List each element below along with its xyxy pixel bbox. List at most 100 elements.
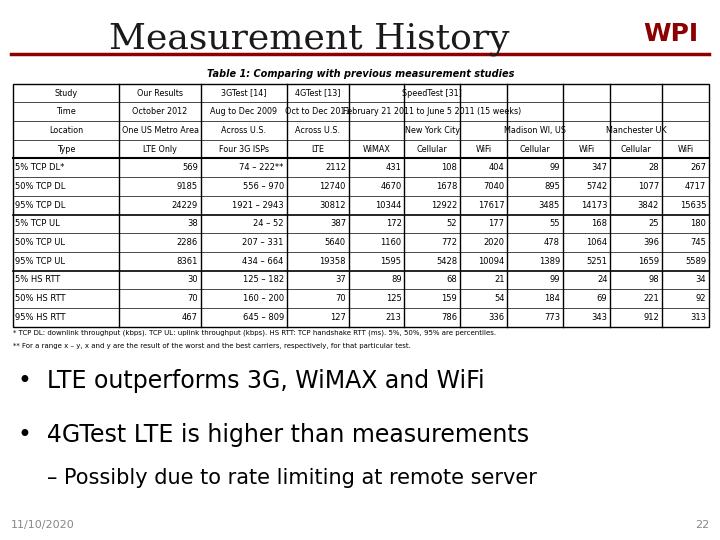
Text: 9185: 9185 — [177, 182, 198, 191]
Text: Study: Study — [55, 89, 78, 98]
Text: 434 – 664: 434 – 664 — [243, 257, 284, 266]
Text: WPI: WPI — [643, 22, 698, 45]
Text: 50% TCP DL: 50% TCP DL — [15, 182, 66, 191]
Text: 24: 24 — [597, 275, 608, 285]
Text: 10344: 10344 — [375, 201, 402, 210]
Text: 467: 467 — [182, 313, 198, 322]
Text: 177: 177 — [488, 219, 505, 228]
Text: 28: 28 — [648, 163, 659, 172]
Text: Our Results: Our Results — [137, 89, 183, 98]
Text: 404: 404 — [489, 163, 505, 172]
Text: 37: 37 — [336, 275, 346, 285]
Text: 645 – 809: 645 – 809 — [243, 313, 284, 322]
Text: Four 3G ISPs: Four 3G ISPs — [219, 145, 269, 153]
Text: 1077: 1077 — [638, 182, 659, 191]
Text: 74 – 222**: 74 – 222** — [240, 163, 284, 172]
Text: 11/10/2020: 11/10/2020 — [11, 520, 75, 530]
Text: October 2012: October 2012 — [132, 107, 188, 116]
Text: Manchester UK: Manchester UK — [606, 126, 667, 135]
Text: Across U.S.: Across U.S. — [295, 126, 341, 135]
Text: 125 – 182: 125 – 182 — [243, 275, 284, 285]
Text: 15635: 15635 — [680, 201, 706, 210]
Text: 95% HS RTT: 95% HS RTT — [15, 313, 66, 322]
Text: Aug to Dec 2009: Aug to Dec 2009 — [210, 107, 277, 116]
Text: 4670: 4670 — [380, 182, 402, 191]
Text: Cellular: Cellular — [417, 145, 448, 153]
Text: 772: 772 — [441, 238, 457, 247]
Text: 14173: 14173 — [581, 201, 608, 210]
Text: 1659: 1659 — [638, 257, 659, 266]
Text: 69: 69 — [597, 294, 608, 303]
Text: WiMAX: WiMAX — [363, 145, 390, 153]
Text: 12740: 12740 — [320, 182, 346, 191]
Text: 30812: 30812 — [320, 201, 346, 210]
Text: 168: 168 — [591, 219, 608, 228]
Text: 207 – 331: 207 – 331 — [243, 238, 284, 247]
Text: 431: 431 — [386, 163, 402, 172]
Text: 25: 25 — [649, 219, 659, 228]
Text: 180: 180 — [690, 219, 706, 228]
Text: New York City: New York City — [405, 126, 459, 135]
Text: 160 – 200: 160 – 200 — [243, 294, 284, 303]
Text: 127: 127 — [330, 313, 346, 322]
Text: 5% TCP DL*: 5% TCP DL* — [15, 163, 65, 172]
Text: ** For a range x – y, x and y are the result of the worst and the best carriers,: ** For a range x – y, x and y are the re… — [13, 343, 411, 349]
Text: 5589: 5589 — [685, 257, 706, 266]
Text: 22: 22 — [695, 520, 709, 530]
Text: Oct to Dec 2011: Oct to Dec 2011 — [285, 107, 351, 116]
Text: 34: 34 — [696, 275, 706, 285]
Text: Location: Location — [49, 126, 83, 135]
Text: Cellular: Cellular — [621, 145, 652, 153]
Text: 38: 38 — [187, 219, 198, 228]
Text: 12922: 12922 — [431, 201, 457, 210]
Text: February 21 2011 to June 5 2011 (15 weeks): February 21 2011 to June 5 2011 (15 week… — [343, 107, 521, 116]
Text: 569: 569 — [182, 163, 198, 172]
Text: 1595: 1595 — [380, 257, 402, 266]
Text: 3GTest [14]: 3GTest [14] — [221, 89, 266, 98]
Text: 55: 55 — [549, 219, 560, 228]
Text: 54: 54 — [494, 294, 505, 303]
Text: Time: Time — [56, 107, 76, 116]
Text: 52: 52 — [446, 219, 457, 228]
Text: 98: 98 — [648, 275, 659, 285]
Text: 4717: 4717 — [685, 182, 706, 191]
Text: 17617: 17617 — [478, 201, 505, 210]
Text: WiFi: WiFi — [579, 145, 595, 153]
Text: 184: 184 — [544, 294, 560, 303]
Text: 50% TCP UL: 50% TCP UL — [15, 238, 65, 247]
Text: 50% HS RTT: 50% HS RTT — [15, 294, 66, 303]
Text: 912: 912 — [643, 313, 659, 322]
Text: SpeedTest [31]: SpeedTest [31] — [402, 89, 462, 98]
Text: 313: 313 — [690, 313, 706, 322]
Text: 3842: 3842 — [638, 201, 659, 210]
Text: 387: 387 — [330, 219, 346, 228]
Text: LTE Only: LTE Only — [143, 145, 177, 153]
Text: 19358: 19358 — [320, 257, 346, 266]
Text: 336: 336 — [488, 313, 505, 322]
Text: 68: 68 — [446, 275, 457, 285]
Text: * TCP DL: downlink throughput (kbps). TCP UL: uplink throughput (kbps). HS RTT: : * TCP DL: downlink throughput (kbps). TC… — [13, 329, 496, 336]
Text: •  LTE outperforms 3G, WiMAX and WiFi: • LTE outperforms 3G, WiMAX and WiFi — [18, 369, 485, 393]
Text: 89: 89 — [391, 275, 402, 285]
Text: WiFi: WiFi — [678, 145, 693, 153]
Text: 2286: 2286 — [177, 238, 198, 247]
Text: 172: 172 — [386, 219, 402, 228]
Text: 1921 – 2943: 1921 – 2943 — [233, 201, 284, 210]
Text: 92: 92 — [696, 294, 706, 303]
Text: 786: 786 — [441, 313, 457, 322]
Text: 21: 21 — [494, 275, 505, 285]
Text: Measurement History: Measurement History — [109, 22, 510, 56]
Text: 3485: 3485 — [539, 201, 560, 210]
Text: 95% TCP DL: 95% TCP DL — [15, 201, 66, 210]
Text: 70: 70 — [187, 294, 198, 303]
Text: 895: 895 — [544, 182, 560, 191]
Text: 24 – 52: 24 – 52 — [253, 219, 284, 228]
Text: 1064: 1064 — [586, 238, 608, 247]
Text: •  4GTest LTE is higher than measurements: • 4GTest LTE is higher than measurements — [18, 423, 529, 447]
Text: 5251: 5251 — [587, 257, 608, 266]
Text: Cellular: Cellular — [520, 145, 551, 153]
Text: 213: 213 — [386, 313, 402, 322]
Text: 30: 30 — [187, 275, 198, 285]
Text: 159: 159 — [441, 294, 457, 303]
Text: 2020: 2020 — [483, 238, 505, 247]
